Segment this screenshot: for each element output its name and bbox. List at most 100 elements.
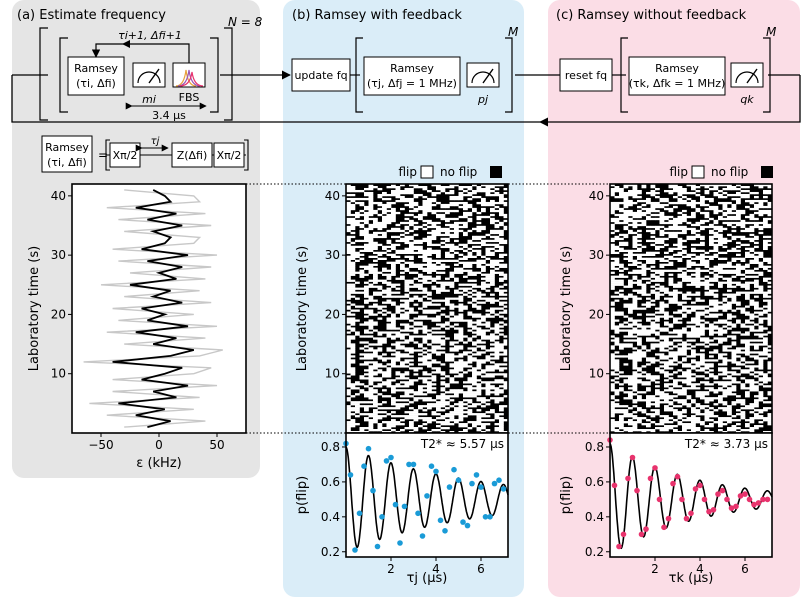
heatmap-cell (632, 303, 638, 306)
heatmap-cell (422, 339, 428, 342)
heatmap-cell (472, 343, 477, 346)
heatmap-cell (673, 379, 678, 382)
heatmap-cell (427, 221, 432, 225)
heatmap-cell (359, 197, 365, 201)
heatmap-cell (490, 349, 495, 352)
heatmap-cell (418, 391, 423, 394)
heatmap-cell (359, 375, 365, 378)
heatmap-cell (431, 285, 437, 288)
heatmap-cell (628, 387, 633, 390)
heatmap-cell (436, 287, 441, 290)
heatmap-cell (494, 357, 500, 360)
heatmap-cell (686, 405, 692, 408)
heatmap-cell (628, 325, 633, 328)
heatmap-cell (664, 311, 669, 314)
heatmap-cell (677, 329, 683, 332)
heatmap-cell (763, 337, 768, 340)
heatmap-cell (368, 193, 374, 197)
heatmap-cell (614, 341, 620, 344)
heatmap-cell (704, 219, 710, 223)
loop-bracket-b-left (355, 37, 363, 113)
heatmap-cell (637, 223, 642, 227)
heatmap-cell (364, 193, 369, 197)
heatmap-cell (445, 277, 450, 280)
heatmap-cell (418, 283, 423, 286)
heatmap-cell (745, 353, 750, 356)
heatmap-cell (373, 329, 378, 332)
heatmap-cell (350, 345, 356, 348)
heatmap-cell (704, 405, 710, 408)
heatmap-cell (767, 363, 773, 366)
heatmap-cell (758, 203, 764, 207)
heatmap-cell (400, 303, 405, 306)
heatmap-cell (440, 409, 446, 412)
heatmap-cell (395, 259, 401, 262)
heatmap-cell (704, 411, 710, 414)
heatmap-cell (422, 263, 428, 266)
heatmap-cell (673, 385, 678, 388)
heatmap-cell (722, 251, 728, 255)
heatmap-cell (628, 339, 633, 342)
heatmap-cell (767, 419, 773, 422)
heatmap-cell (713, 381, 719, 384)
heatmap-cell (400, 277, 405, 280)
heatmap-cell (659, 213, 665, 217)
heatmap-cell (458, 327, 464, 330)
heatmap-cell (731, 361, 737, 364)
heatmap-cell (610, 353, 615, 356)
heatmap-cell (494, 325, 500, 328)
heatmap-cell (673, 189, 678, 193)
heatmap-cell (682, 347, 687, 350)
heatmap-cell (700, 243, 705, 247)
heatmap-cell (718, 267, 723, 270)
heatmap-cell (364, 231, 369, 235)
heatmap-cell (422, 373, 428, 376)
heatmap-cell (731, 349, 737, 352)
heatmap-cell (767, 379, 773, 382)
heatmap-cell (346, 249, 351, 253)
heatmap-cell (499, 353, 504, 356)
heatmap-cell (382, 223, 387, 227)
heatmap-cell (400, 199, 405, 203)
heatmap-cell (700, 311, 705, 314)
heatmap-cell (499, 184, 504, 187)
heatmap-cell (709, 351, 714, 354)
heatmap-cell (404, 249, 410, 253)
heatmap-cell (650, 357, 656, 360)
heatmap-cell (709, 271, 714, 274)
heatmap-cell (418, 307, 423, 310)
heatmap-cell (404, 391, 410, 394)
heatmap-cell (637, 359, 642, 362)
heatmap-cell (476, 385, 482, 388)
heatmap-cell (350, 343, 356, 346)
heatmap-cell (395, 291, 401, 294)
heatmap-cell (727, 407, 732, 410)
heatmap-cell (641, 221, 647, 225)
heatmap-cell (400, 313, 405, 316)
heatmap-cell (463, 263, 468, 266)
heatmap-cell (440, 283, 446, 286)
data-point (361, 463, 367, 470)
heatmap-cell (377, 425, 383, 428)
heatmap-cell (659, 225, 665, 229)
heatmap-cell (740, 417, 746, 420)
heatmap-cell (395, 295, 401, 298)
heatmap-cell (467, 197, 473, 201)
heatmap-cell (427, 207, 432, 211)
heatmap-cell (763, 317, 768, 320)
heatmap-cell (700, 431, 705, 434)
heatmap-cell (454, 263, 459, 266)
heatmap-cell (499, 329, 504, 332)
heatmap-cell (709, 407, 714, 410)
heatmap-cell (740, 273, 746, 276)
heatmap-cell (409, 417, 414, 420)
heatmap-cell (718, 337, 723, 340)
heatmap-cell (413, 397, 419, 400)
heatmap-cell (637, 353, 642, 356)
heatmap-cell (700, 327, 705, 330)
heatmap-cell (691, 305, 696, 308)
heatmap-cell (713, 253, 719, 257)
heatmap-cell (481, 277, 486, 280)
heatmap-cell (628, 311, 633, 314)
heatmap-cell (740, 323, 746, 326)
